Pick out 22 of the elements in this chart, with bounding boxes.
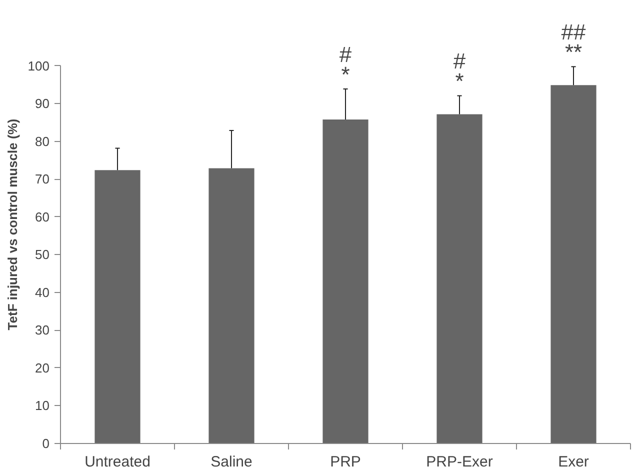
y-tick-label: 30: [35, 322, 50, 338]
y-tick-label: 50: [35, 247, 50, 262]
y-tick-label: 70: [35, 172, 50, 187]
x-tick-label: Saline: [210, 454, 252, 470]
y-tick-label: 80: [35, 134, 50, 149]
x-tick-label: PRP-Exer: [426, 454, 493, 470]
y-tick-label: 40: [35, 284, 50, 300]
y-tick-label: 100: [28, 58, 50, 74]
bar: [550, 85, 596, 444]
y-axis-title: TetF injured vs control muscle (%): [4, 118, 20, 330]
y-tick-label: 20: [35, 360, 50, 376]
bar: [208, 168, 254, 444]
x-tick-label: Exer: [558, 454, 589, 470]
y-tick-label: 10: [35, 398, 50, 414]
y-tick-label: 90: [35, 96, 50, 112]
bar: [436, 114, 482, 444]
bar: [94, 170, 140, 444]
x-tick-label: PRP: [330, 454, 361, 470]
x-tick-label: Untreated: [84, 454, 150, 470]
y-tick-label: 60: [35, 209, 50, 224]
bar: [322, 120, 368, 444]
y-tick-label: 0: [42, 436, 50, 451]
